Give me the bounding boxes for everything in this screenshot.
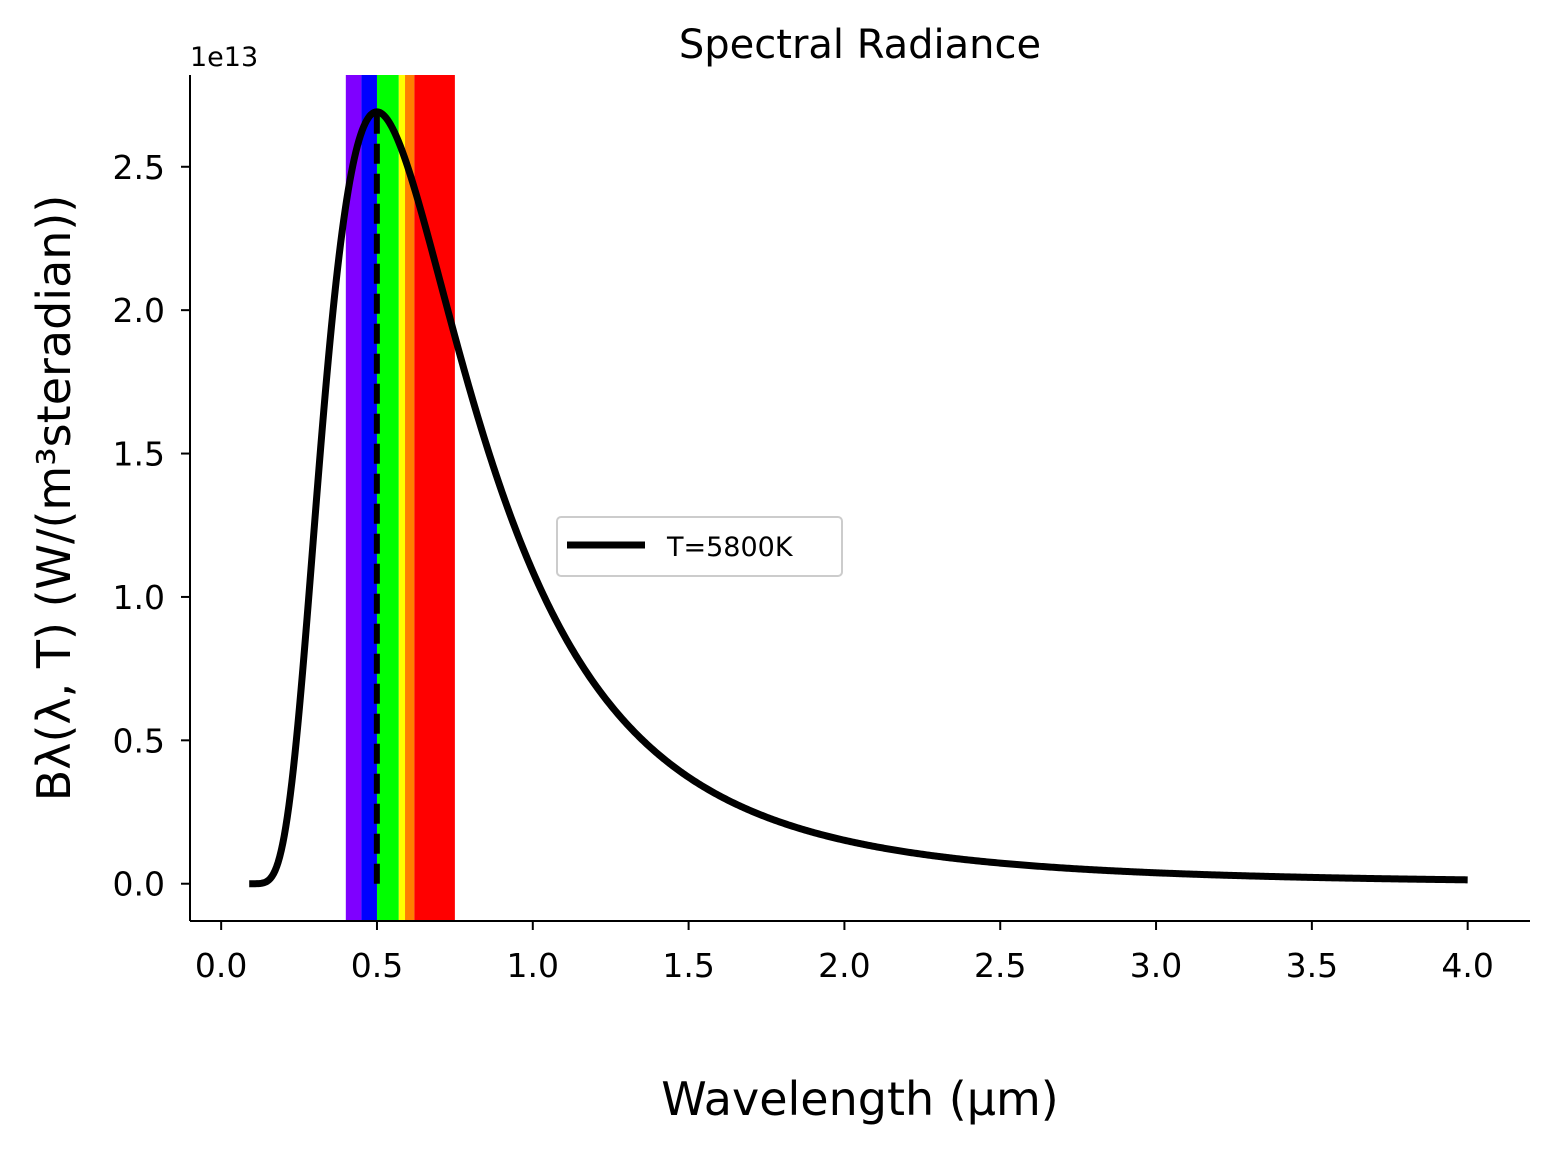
y-axis-label: Bλ(λ, T) (W/(m³steradian)) [27, 195, 81, 802]
y-axis-ticks: 0.0 0.5 1.0 1.5 2.0 2.5 [113, 148, 190, 904]
legend: T=5800K [556, 516, 843, 577]
spectrum-band-3 [398, 75, 406, 921]
x-tick-label: 1.0 [507, 946, 559, 985]
series-layer [247, 108, 1470, 888]
legend-entry-label: T=5800K [666, 532, 794, 563]
x-axis-label: Wavelength (μm) [661, 1072, 1058, 1126]
y-offset-label: 1e13 [190, 42, 258, 73]
y-tick-label: 1.5 [113, 435, 165, 474]
x-tick-label: 4.0 [1441, 946, 1493, 985]
x-tick-label: 3.5 [1286, 946, 1338, 985]
x-tick-label: 0.5 [351, 946, 403, 985]
x-axis-ticks: 0.0 0.5 1.0 1.5 2.0 2.5 3.0 3.5 4.0 [195, 921, 1494, 985]
x-tick-label: 0.0 [195, 946, 247, 985]
spectrum-band-1 [361, 75, 377, 921]
y-tick-label: 1.0 [113, 578, 165, 617]
chart-title: Spectral Radiance [679, 22, 1041, 68]
x-tick-label: 2.0 [818, 946, 870, 985]
y-tick-label: 2.0 [113, 291, 165, 330]
spectrum-band-2 [376, 75, 399, 921]
y-tick-label: 0.0 [113, 865, 165, 904]
x-tick-label: 1.5 [662, 946, 714, 985]
legend-box [556, 516, 843, 577]
y-tick-label: 2.5 [113, 148, 165, 187]
spectrum-band-4 [405, 75, 415, 921]
x-tick-label: 2.5 [974, 946, 1026, 985]
spectrum-band-0 [345, 75, 362, 921]
series-line-0 [247, 108, 1470, 888]
y-tick-label: 0.5 [113, 721, 165, 760]
x-tick-label: 3.0 [1130, 946, 1182, 985]
visible-spectrum-bands [345, 75, 455, 921]
